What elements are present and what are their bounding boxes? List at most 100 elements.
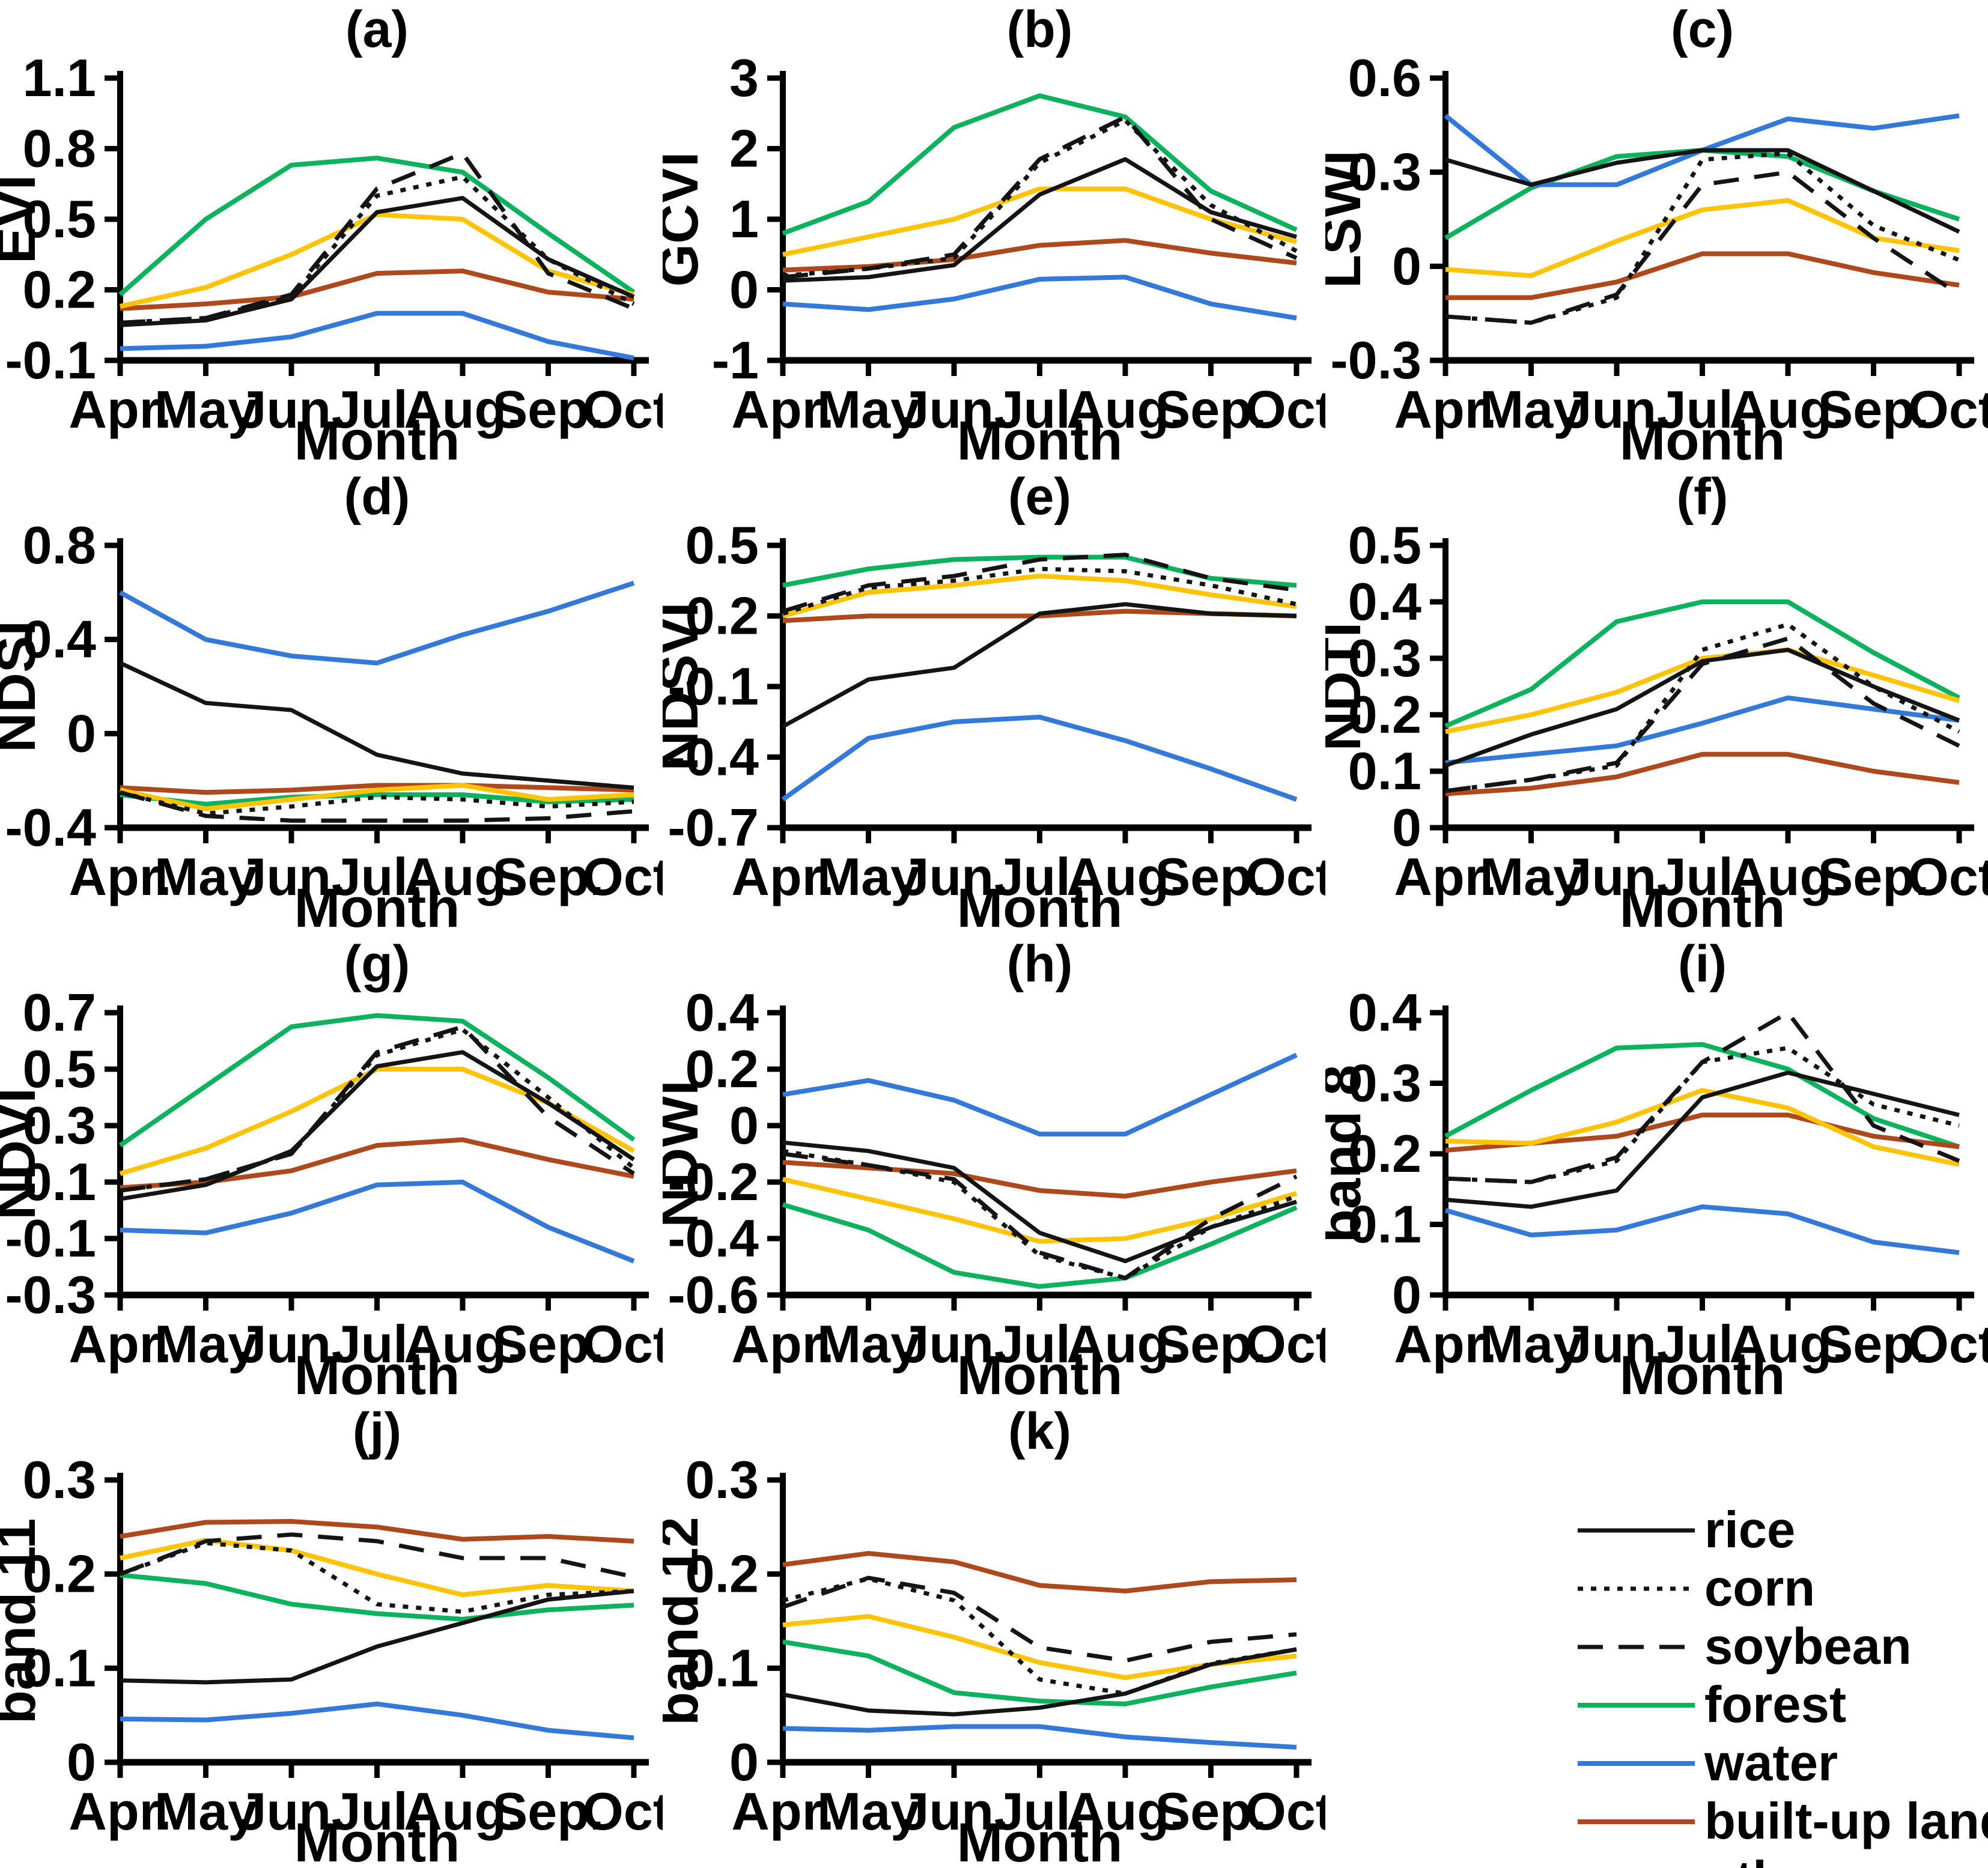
x-tick-label: Apr. [68, 380, 171, 439]
x-tick-label: May [1480, 847, 1582, 906]
panel-title: (f) [1677, 468, 1728, 526]
series-line-built-up-land [1445, 251, 1960, 300]
x-tick-label: Jul. [994, 380, 1086, 439]
y-tick-label: 0.4 [1348, 983, 1421, 1042]
series-line-built-up-land [782, 1551, 1297, 1594]
legend-line-sample [1578, 1760, 1695, 1766]
panel-h-ndwi: (h) 0.4 0.2 0 -0.2 -0.4 -0.6 Apr. May Jun. Jul. Aug… [663, 935, 1325, 1402]
panel-title: (i) [1678, 935, 1727, 993]
x-tick-label: Sep. [1155, 1314, 1267, 1374]
series-line-rice [1444, 647, 1960, 768]
series-line-rice [1445, 148, 1960, 234]
x-tick-label: Jun. [237, 1314, 346, 1374]
x-tick-label: Sep. [1818, 380, 1930, 439]
series-line-others [1445, 1088, 1960, 1167]
y-tick-label: -0.1 [667, 657, 759, 716]
panel-title: (j) [353, 1403, 401, 1460]
y-tick-label: -1 [712, 330, 759, 390]
x-tick-label: Aug. [1729, 380, 1847, 439]
x-tick-label: Oct. [582, 1782, 663, 1841]
x-tick-label: May [154, 1314, 257, 1374]
series-line-others [782, 1614, 1297, 1680]
y-tick-label: 0 [729, 260, 759, 320]
series-line-forest [1444, 599, 1960, 729]
y-tick-label: 0.7 [23, 983, 96, 1042]
x-tick-label: Jul. [994, 847, 1086, 906]
x-tick-label: Jun. [1563, 1314, 1671, 1374]
x-tick-label: Sep. [1155, 847, 1267, 906]
series-line-corn [120, 1027, 636, 1193]
y-tick-label: -0.3 [1330, 330, 1421, 390]
x-tick-label: May [154, 1782, 257, 1841]
series-line-forest [782, 554, 1297, 588]
series-line-built-up-land [120, 1518, 634, 1544]
x-tick-label: Jul. [1657, 1314, 1748, 1374]
x-tick-label: May [817, 847, 920, 906]
x-tick-label: Jun. [1563, 380, 1671, 439]
y-tick-label: 0.2 [685, 1039, 759, 1099]
legend-label: forest [1704, 1676, 1847, 1733]
y-tick-label: 0.4 [23, 610, 96, 669]
x-tick-label: Jun. [900, 1782, 1009, 1841]
legend-label: corn [1704, 1559, 1816, 1617]
y-tick-label: 0.5 [685, 515, 759, 575]
series-line-rice [782, 602, 1297, 729]
panel-k-band12: (k) 0.3 0.2 0.1 0Apr.MayJun.Jul.Aug.Sep.Oct.… [663, 1402, 1325, 1868]
series-line-corn [120, 175, 635, 325]
y-tick-label: 0.4 [1348, 572, 1421, 631]
y-tick-label: -0.4 [667, 727, 759, 787]
legend-label: built-up land [1704, 1792, 1988, 1850]
y-tick-label: 0 [67, 1732, 96, 1792]
x-tick-label: Oct. [582, 1314, 663, 1374]
x-tick-label: Apr. [731, 1782, 834, 1841]
x-tick-label: Sep. [493, 1314, 604, 1374]
x-tick-label: Sep. [493, 380, 604, 439]
x-axis-title: Month [957, 878, 1123, 934]
x-tick-label: Aug. [1729, 847, 1847, 906]
legend-item-rice: rice [1578, 1501, 1988, 1559]
series-line-rice [120, 196, 635, 327]
panel-title: (h) [1007, 935, 1073, 993]
y-tick-label: 0 [67, 703, 96, 763]
series-line-built-up-land [120, 1137, 634, 1190]
x-tick-label: Jul. [332, 847, 423, 906]
y-tick-label: 0.3 [23, 1096, 96, 1155]
series-line-others [782, 573, 1297, 619]
legend-item-forest: forest [1578, 1676, 1988, 1734]
legend-item-corn: corn [1578, 1559, 1988, 1618]
x-axis-title: Month [294, 878, 460, 934]
x-tick-label: Sep. [493, 1782, 604, 1841]
y-axis-title: NDTI [1325, 622, 1372, 751]
panel-title: (g) [344, 935, 410, 993]
series-line-built-up-land [782, 1160, 1297, 1199]
chart-k: (k) 0.3 0.2 0.1 0Apr.MayJun.Jul.Aug.Sep.Oct.… [663, 1403, 1325, 1868]
panel-d-ndsi: (d) 0.8 0.4 0 -0.4 Apr. May Jun. Jul. Aug. Sep. Oct… [0, 467, 663, 935]
panel-g-ndvi: (g) 0.7 0.5 0.3 0.1 -0.1 -0.3 Apr. May Jun. Jul. Au… [0, 935, 663, 1402]
series-line-water [782, 1724, 1297, 1750]
panel-title: (k) [1008, 1403, 1071, 1460]
x-axis-title: Month [957, 1812, 1123, 1868]
x-tick-label: Oct. [1245, 1314, 1325, 1374]
panel-e-ndsvi: (e) 0.5 0.2 -0.1 -0.4 -0.7 Apr. May Jun. Jul. Aug.… [663, 467, 1325, 935]
x-tick-label: May [817, 1782, 920, 1841]
panel-title: (d) [344, 468, 410, 526]
series-line-corn [782, 1577, 1297, 1696]
y-tick-label: 0 [1392, 236, 1421, 296]
series-line-rice [782, 157, 1297, 283]
x-tick-label: Aug. [404, 1314, 521, 1374]
series-line-forest [1444, 1042, 1960, 1150]
x-tick-label: Apr. [731, 1314, 834, 1374]
y-tick-label: -0.6 [667, 1265, 759, 1324]
series-line-forest [118, 156, 636, 297]
legend-item-built-up-land: built-up land [1578, 1792, 1988, 1851]
x-tick-label: Jul. [332, 380, 423, 439]
y-tick-label: 0.2 [1348, 685, 1421, 744]
x-tick-label: May [1480, 380, 1582, 439]
legend-label: rice [1704, 1501, 1796, 1559]
y-axis-title: LSWI [1325, 150, 1372, 288]
y-tick-label: 0.2 [685, 586, 759, 646]
x-tick-label: Jun. [237, 380, 346, 439]
series-line-water [782, 274, 1297, 321]
